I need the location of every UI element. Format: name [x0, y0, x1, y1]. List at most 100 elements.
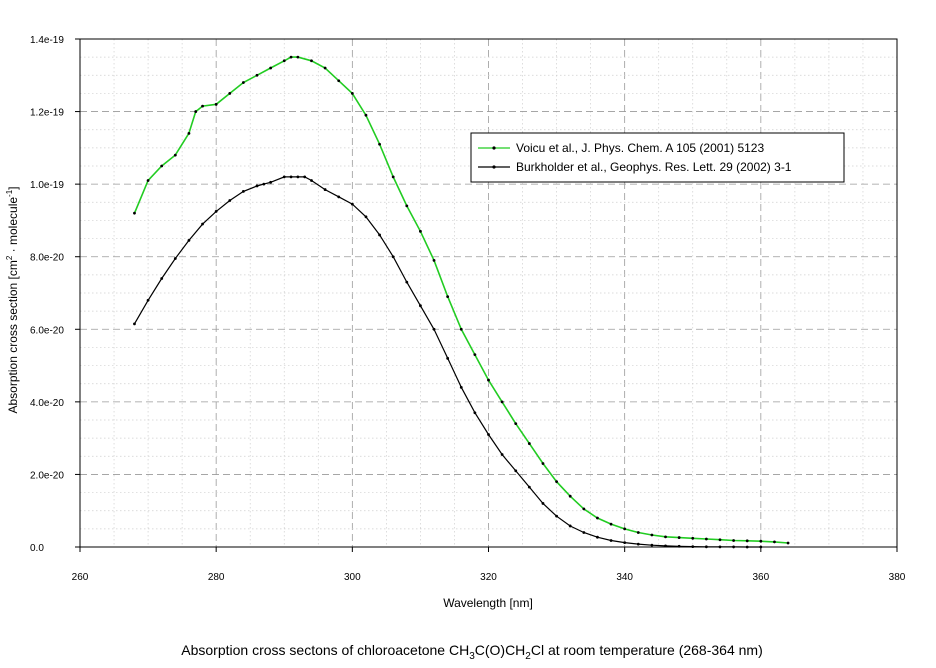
data-point — [296, 175, 300, 179]
y-tick-label: 8.0e-20 — [30, 253, 64, 264]
x-tick-label: 320 — [480, 572, 497, 583]
data-point — [214, 209, 218, 213]
data-point — [391, 255, 395, 259]
legend-marker-1 — [492, 165, 496, 169]
data-point — [419, 304, 422, 308]
data-point — [296, 55, 300, 59]
data-point — [677, 544, 681, 548]
data-point — [350, 92, 354, 95]
data-point — [282, 59, 286, 63]
data-point — [555, 480, 558, 484]
data-point — [691, 545, 695, 549]
data-point — [242, 190, 245, 193]
grid — [80, 39, 897, 547]
data-point — [677, 536, 681, 539]
data-point — [636, 531, 640, 534]
data-point — [337, 79, 341, 83]
x-tick-label: 260 — [72, 572, 89, 583]
data-point — [487, 378, 490, 382]
data-point — [432, 258, 436, 262]
data-point — [242, 81, 245, 84]
legend: Voicu et al., J. Phys. Chem. A 105 (2001… — [470, 132, 845, 183]
data-point — [704, 537, 708, 541]
data-point — [609, 539, 613, 542]
data-point — [255, 73, 259, 77]
series-group — [133, 55, 790, 549]
data-point — [568, 494, 572, 498]
data-point — [568, 524, 572, 528]
data-point — [473, 353, 477, 357]
data-point — [323, 66, 327, 70]
data-point — [623, 541, 627, 545]
data-point — [527, 485, 531, 489]
chart-caption: Absorption cross sectons of chloroaceton… — [181, 642, 762, 662]
data-point — [446, 356, 450, 360]
legend-box — [470, 132, 845, 183]
data-point — [459, 327, 463, 331]
y-tick-label: 4.0e-20 — [30, 398, 64, 409]
data-point — [391, 175, 395, 179]
data-point — [146, 179, 150, 182]
data-point — [269, 66, 273, 70]
data-point — [732, 545, 735, 549]
data-point — [718, 538, 722, 542]
legend-label-1: Burkholder et al., Geophys. Res. Lett. 2… — [516, 160, 792, 174]
data-point — [773, 540, 776, 544]
data-point — [405, 204, 409, 208]
y-tick-label: 0.0 — [30, 543, 44, 554]
data-point — [194, 110, 198, 113]
data-point — [337, 195, 341, 199]
x-tick-label: 360 — [752, 572, 769, 583]
data-point — [691, 536, 695, 540]
data-point — [364, 113, 368, 117]
data-point — [473, 411, 477, 415]
data-point — [609, 522, 613, 526]
data-point — [650, 543, 654, 547]
data-point — [514, 469, 518, 473]
data-point — [582, 531, 586, 534]
data-point — [745, 539, 749, 543]
series-0 — [133, 55, 790, 545]
data-point — [759, 545, 763, 549]
data-point — [636, 542, 640, 546]
y-tick-label: 2.0e-20 — [30, 470, 64, 481]
data-point — [541, 462, 545, 465]
data-point — [664, 535, 667, 539]
data-point — [228, 92, 232, 95]
data-point — [289, 55, 293, 59]
data-point — [228, 199, 232, 202]
data-point — [262, 182, 266, 186]
data-point — [514, 422, 518, 426]
data-point — [378, 233, 381, 237]
data-point — [323, 188, 327, 191]
data-point — [500, 400, 504, 404]
x-tick-label: 380 — [889, 572, 906, 583]
y-tick-label: 1.4e-19 — [30, 35, 64, 46]
data-point — [432, 327, 436, 331]
data-point — [255, 184, 259, 188]
x-axis: 260 280 300 320 340 360 380 — [72, 547, 906, 583]
data-point — [146, 298, 150, 302]
data-point — [419, 229, 422, 233]
series-line-1 — [133, 176, 761, 548]
series-1 — [133, 175, 763, 549]
data-point — [378, 142, 381, 146]
data-point — [187, 131, 191, 135]
y-tick-label: 1.0e-19 — [30, 180, 64, 191]
x-axis-title: Wavelength [nm] — [443, 596, 533, 610]
data-point — [310, 59, 313, 63]
data-point — [201, 104, 204, 108]
data-point — [718, 545, 722, 549]
data-point — [745, 545, 749, 549]
data-point — [582, 507, 586, 511]
y-tick-label: 6.0e-20 — [30, 325, 64, 336]
data-point — [133, 322, 136, 326]
data-point — [596, 516, 599, 520]
data-point — [500, 453, 504, 456]
legend-marker-0 — [492, 146, 496, 150]
data-point — [289, 175, 293, 179]
data-point — [310, 179, 313, 182]
data-point — [282, 175, 286, 179]
legend-label-0: Voicu et al., J. Phys. Chem. A 105 (2001… — [516, 141, 764, 155]
